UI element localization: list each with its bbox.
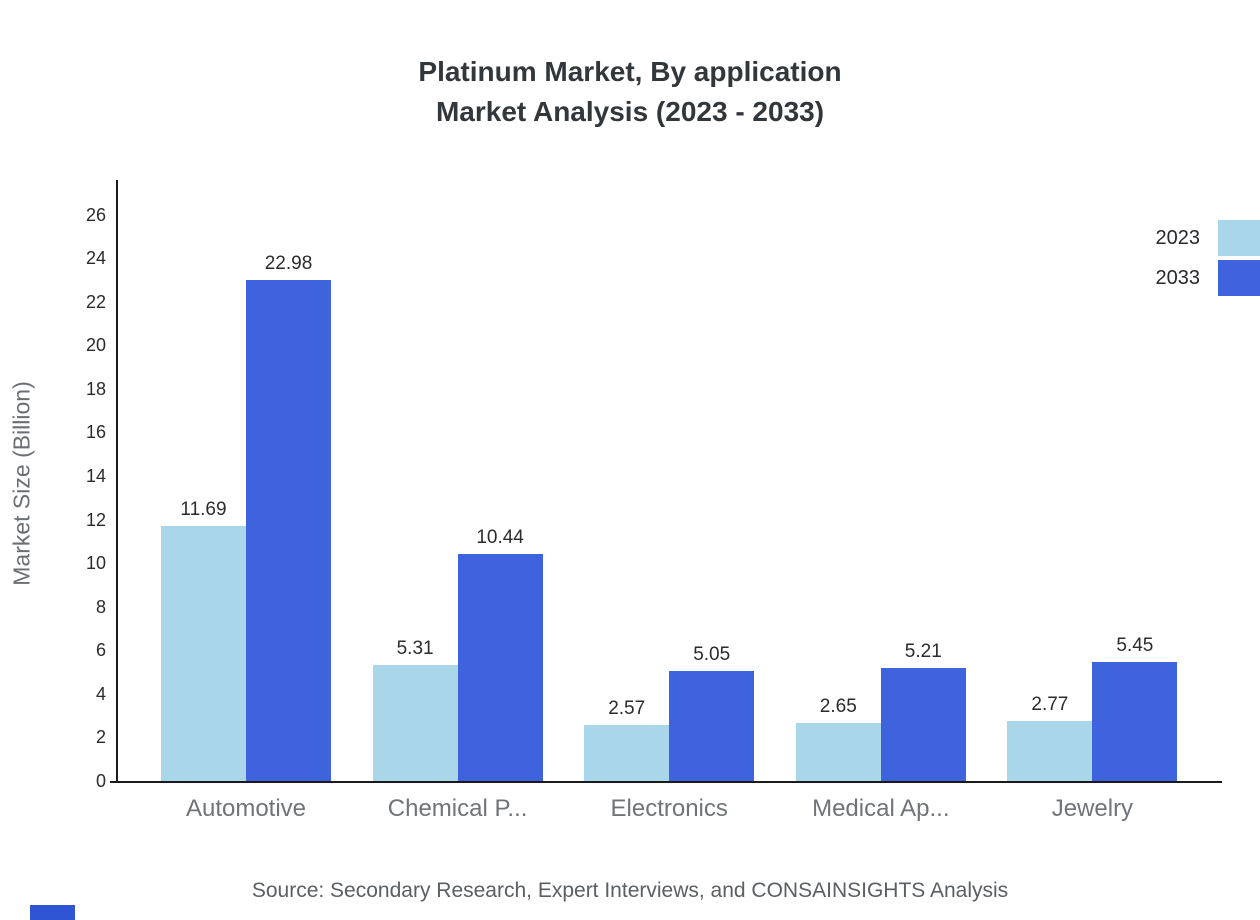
y-tick-14: 14 (85, 466, 106, 487)
value-label-2033-automotive: 22.98 (264, 253, 313, 275)
bar-2023-automotive (161, 526, 246, 781)
y-tick-2: 2 (95, 727, 106, 748)
y-tick-22: 22 (85, 291, 106, 312)
y-tick-26: 26 (85, 204, 106, 225)
category-label-medical-ap: Medical Ap... (812, 795, 950, 822)
category-label-chemical-p: Chemical P... (387, 795, 528, 822)
chart-title-line2: Market Analysis (2023 - 2033) (435, 96, 825, 127)
y-tick-0: 0 (95, 771, 106, 791)
value-label-2033-chemical-p: 10.44 (476, 526, 524, 548)
chart-title: Platinum Market, By application Market A… (0, 52, 1260, 132)
legend-label-2023: 2023 (1155, 227, 1201, 249)
value-label-2033-medical-ap: 5.21 (904, 640, 942, 662)
legend-swatch-2033 (1218, 260, 1260, 296)
y-tick-8: 8 (95, 596, 106, 617)
source-note: Source: Secondary Research, Expert Inter… (251, 879, 1009, 902)
bar-2023-medical-ap (795, 723, 881, 781)
y-tick-20: 20 (85, 335, 106, 356)
y-tick-24: 24 (85, 248, 106, 269)
chart-title-line1: Platinum Market, By application (418, 56, 842, 87)
bar-2023-electronics (584, 725, 670, 781)
logo-fragment (30, 905, 75, 920)
value-label-2023-automotive: 11.69 (180, 499, 227, 521)
y-axis-label: Market Size (Billion) (8, 381, 35, 586)
bar-2033-medical-ap (880, 667, 966, 781)
bar-2033-chemical-p (457, 553, 543, 781)
legend-swatch-2023 (1218, 220, 1260, 256)
bar-2033-jewelry (1092, 662, 1178, 781)
category-label-electronics: Electronics (610, 795, 728, 822)
bar-2033-electronics (669, 671, 755, 781)
y-axis-line (116, 180, 118, 783)
bar-2033-automotive (246, 280, 331, 781)
y-tick-16: 16 (85, 422, 106, 443)
value-label-2023-electronics: 2.57 (608, 698, 646, 720)
y-tick-10: 10 (85, 553, 106, 574)
value-label-2023-medical-ap: 2.65 (819, 696, 857, 718)
y-tick-18: 18 (85, 378, 106, 399)
bar-2023-chemical-p (372, 665, 458, 781)
value-label-2033-electronics: 5.05 (693, 644, 731, 665)
value-label-2023-jewelry: 2.77 (1031, 693, 1069, 715)
y-tick-6: 6 (95, 640, 106, 661)
x-axis-line (110, 781, 1222, 783)
bar-2023-jewelry (1007, 720, 1093, 781)
value-label-2033-jewelry: 5.45 (1116, 635, 1154, 657)
category-label-automotive: Automotive (185, 795, 307, 822)
value-label-2023-chemical-p: 5.31 (396, 638, 434, 660)
y-tick-12: 12 (85, 509, 106, 530)
category-label-jewelry: Jewelry (1051, 795, 1134, 822)
y-tick-4: 4 (95, 683, 106, 704)
legend-label-2033: 2033 (1155, 267, 1201, 289)
